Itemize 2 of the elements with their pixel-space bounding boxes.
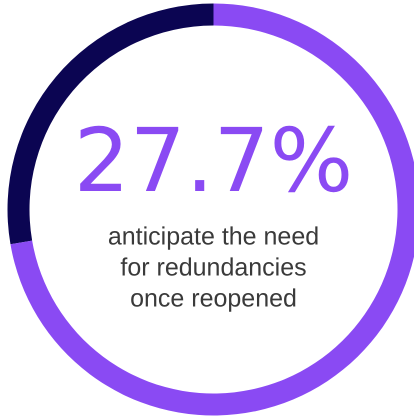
text: 27.7% <box>74 109 354 212</box>
text: anticipate the need for redundancies once reopened <box>108 222 320 312</box>
